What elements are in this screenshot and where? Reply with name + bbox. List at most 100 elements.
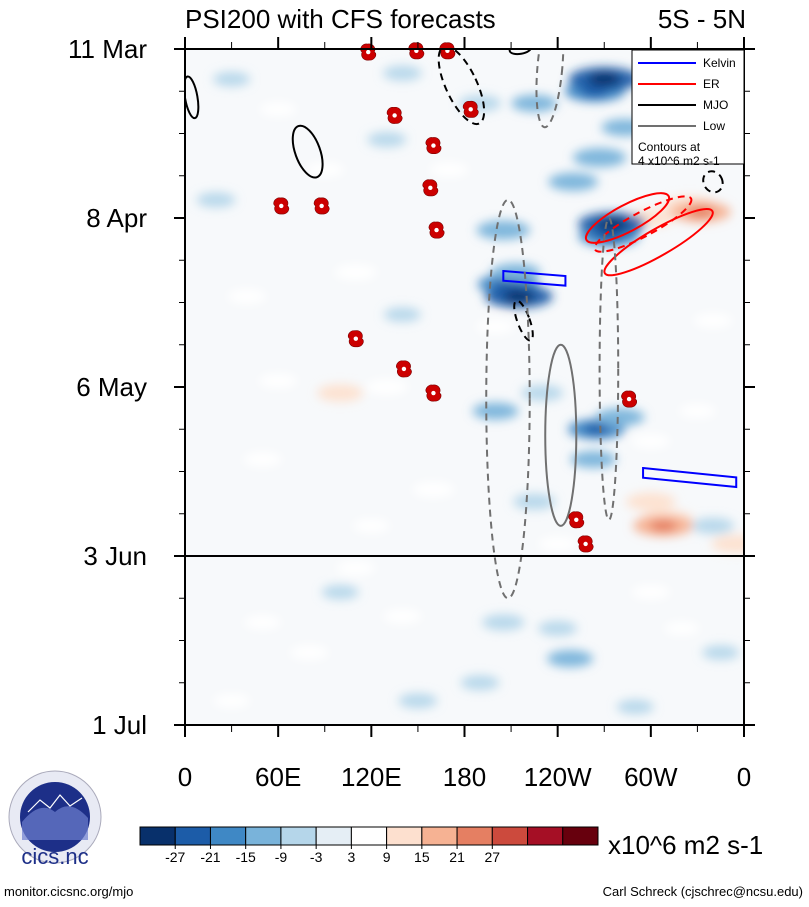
low-contour bbox=[535, 49, 565, 129]
er-contour bbox=[603, 208, 714, 277]
legend-frame bbox=[631, 49, 745, 165]
anomaly-patch bbox=[213, 693, 251, 709]
colorbar-label: -27 bbox=[165, 849, 185, 865]
colorbar-bin bbox=[421, 826, 458, 846]
kelvin-contour bbox=[642, 466, 738, 489]
y-tick-label: 8 Apr bbox=[86, 203, 147, 233]
x-tick-label: 0 bbox=[178, 762, 192, 792]
anomaly-patch bbox=[476, 319, 515, 335]
colorbar-bin bbox=[280, 826, 317, 846]
logo-mountains bbox=[22, 806, 88, 840]
anomaly-patch bbox=[511, 94, 558, 112]
anomaly-patch bbox=[594, 408, 645, 427]
legend-note-line1: Contours at bbox=[638, 140, 701, 154]
mjo-contour bbox=[291, 124, 324, 179]
anomaly-patch bbox=[664, 621, 700, 636]
anomaly-patch bbox=[305, 162, 345, 178]
colorbar-bin bbox=[315, 826, 352, 846]
er-contour bbox=[593, 195, 693, 253]
mjo-contour bbox=[508, 49, 533, 56]
tropical-cyclone-icon bbox=[313, 197, 330, 215]
logo-signal-line bbox=[27, 794, 83, 813]
colorbar-bin bbox=[386, 826, 423, 846]
chart-title: PSI200 with CFS forecasts bbox=[185, 4, 496, 34]
mjo-contour bbox=[702, 170, 724, 194]
y-tick-label: 1 Jul bbox=[92, 710, 147, 740]
anomaly-patch bbox=[317, 384, 364, 402]
tropical-cyclones bbox=[273, 42, 638, 553]
anomaly-patch bbox=[693, 313, 733, 329]
anomaly-patch bbox=[520, 385, 564, 402]
website-url[interactable]: monitor.cicsnc.org/mjo bbox=[4, 884, 134, 899]
anomaly-patch bbox=[365, 379, 409, 395]
anomaly-patch bbox=[398, 693, 438, 709]
tropical-cyclone-icon bbox=[273, 197, 290, 215]
tropical-cyclone-icon bbox=[439, 42, 456, 60]
colorbar-bin bbox=[174, 826, 211, 846]
anomaly-patch bbox=[482, 614, 525, 631]
anomaly-patch bbox=[460, 675, 500, 691]
colorbar-label: 15 bbox=[414, 849, 430, 865]
x-tick-label: 0 bbox=[737, 762, 751, 792]
colorbar-bin bbox=[245, 826, 282, 846]
anomaly-patch bbox=[513, 493, 556, 510]
colorbar-units: x10^6 m2 s-1 bbox=[608, 830, 763, 860]
anomaly-patch bbox=[572, 148, 627, 168]
low-contour bbox=[598, 217, 620, 521]
colorbar-bin bbox=[562, 826, 599, 846]
anomaly-patch bbox=[631, 433, 671, 449]
anomaly-core bbox=[583, 423, 610, 435]
tropical-cyclone-icon bbox=[425, 137, 442, 154]
colorbar-label: 21 bbox=[449, 849, 465, 865]
anomaly-patch bbox=[702, 645, 740, 660]
anomaly-patch bbox=[570, 450, 617, 468]
tropical-cyclone-icon bbox=[347, 330, 364, 348]
tropical-cyclone-icon bbox=[568, 511, 585, 529]
anomaly-patch bbox=[538, 620, 578, 636]
anomaly-patch bbox=[631, 584, 671, 600]
colorbar-bin bbox=[209, 826, 247, 846]
legend-label: Low bbox=[703, 119, 725, 133]
er-contour bbox=[584, 192, 671, 244]
legend-label: Kelvin bbox=[703, 56, 736, 70]
anomaly-patch bbox=[547, 650, 594, 668]
anomaly-patch bbox=[472, 402, 519, 420]
legend-label: MJO bbox=[703, 98, 728, 112]
tropical-cyclone-icon bbox=[621, 390, 638, 408]
colorbar-label: 3 bbox=[347, 849, 355, 865]
anomaly-patch bbox=[476, 220, 530, 240]
y-axis: 11 Mar 8 Apr 6 May 3 Jun 1 Jul bbox=[68, 34, 755, 740]
anomaly-patch bbox=[412, 481, 455, 498]
legend-box: Kelvin ER MJO Low Contours at 4 x10^6 m2 s-… bbox=[631, 49, 745, 168]
anomaly-patch bbox=[383, 307, 421, 322]
x-tick-label: 180 bbox=[443, 762, 486, 792]
low-contour bbox=[544, 343, 578, 527]
cicsnc-logo: cics.nc bbox=[8, 770, 102, 869]
anomaly-core bbox=[503, 290, 535, 303]
colorbar-bin bbox=[456, 826, 493, 846]
colorbar-label: -3 bbox=[310, 849, 323, 865]
anomaly-patch bbox=[367, 132, 407, 148]
x-tick-label: 60E bbox=[255, 762, 301, 792]
colorbar-label: 9 bbox=[383, 849, 391, 865]
kelvin-contour bbox=[502, 269, 567, 287]
anomaly-patch bbox=[352, 518, 390, 534]
tropical-cyclone-icon bbox=[360, 43, 377, 61]
legend-note-line2: 4 x10^6 m2 s-1 bbox=[638, 154, 720, 168]
anomaly-patch bbox=[678, 403, 716, 419]
low-contour bbox=[485, 198, 531, 600]
y-tick-label: 3 Jun bbox=[83, 541, 147, 571]
anomaly-patch bbox=[548, 172, 598, 191]
colorbar-label: -9 bbox=[275, 849, 288, 865]
tropical-cyclone-icon bbox=[462, 100, 479, 118]
anomaly-patch bbox=[616, 699, 654, 715]
region-label: 5S - 5N bbox=[658, 4, 746, 34]
mjo-contour bbox=[513, 299, 534, 342]
anomaly-patch bbox=[382, 65, 422, 81]
anomaly-patch bbox=[429, 162, 469, 178]
anomaly-patch bbox=[244, 615, 282, 630]
tropical-cyclone-icon bbox=[386, 106, 403, 124]
anomaly-patch bbox=[196, 192, 236, 208]
x-axis: 0 60E 120E 180 120W 60W 0 bbox=[178, 37, 751, 792]
